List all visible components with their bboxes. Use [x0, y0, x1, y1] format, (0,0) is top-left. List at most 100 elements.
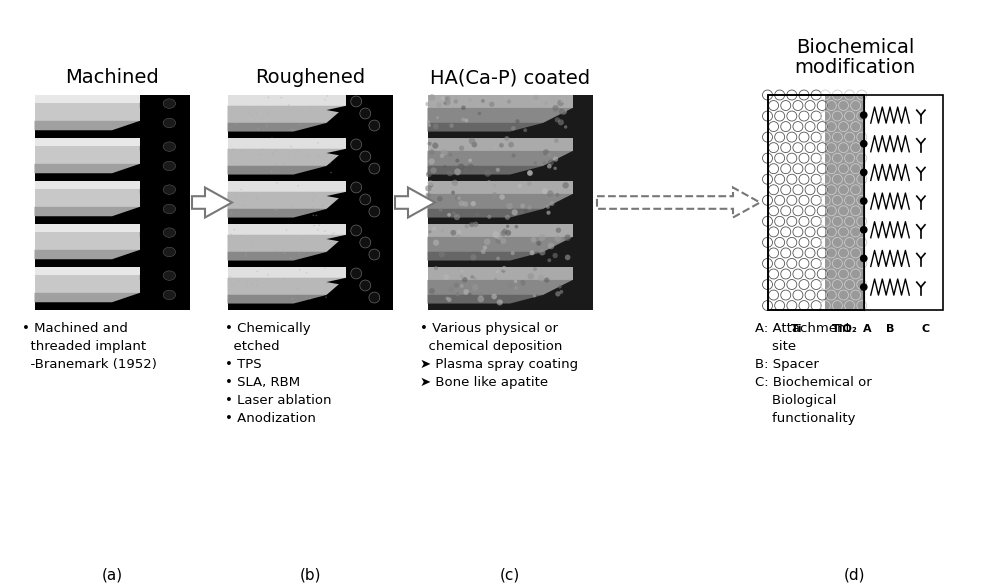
Polygon shape: [228, 252, 326, 261]
Circle shape: [461, 106, 465, 110]
Circle shape: [455, 292, 459, 296]
Circle shape: [242, 150, 243, 151]
Circle shape: [245, 195, 246, 197]
Circle shape: [520, 204, 525, 208]
Circle shape: [544, 278, 549, 283]
Circle shape: [527, 170, 532, 176]
Circle shape: [271, 153, 273, 154]
Bar: [766, 95, 863, 310]
Circle shape: [317, 142, 318, 144]
Circle shape: [492, 231, 499, 238]
Circle shape: [461, 277, 467, 282]
Circle shape: [496, 299, 502, 305]
Circle shape: [495, 270, 499, 274]
Circle shape: [333, 232, 334, 234]
Circle shape: [296, 288, 298, 289]
Circle shape: [564, 125, 567, 129]
Circle shape: [290, 146, 291, 147]
Circle shape: [351, 225, 361, 236]
Circle shape: [464, 119, 468, 123]
Circle shape: [478, 292, 483, 298]
Circle shape: [283, 252, 285, 254]
Polygon shape: [427, 295, 543, 303]
Polygon shape: [140, 146, 177, 173]
Circle shape: [248, 112, 250, 114]
Circle shape: [491, 294, 496, 299]
Bar: [35, 95, 189, 310]
Circle shape: [280, 97, 281, 99]
Circle shape: [456, 235, 459, 238]
Polygon shape: [35, 232, 140, 250]
Circle shape: [369, 292, 380, 303]
Circle shape: [514, 225, 518, 228]
Circle shape: [330, 172, 331, 173]
Text: Biochemical: Biochemical: [795, 38, 913, 57]
Circle shape: [503, 95, 507, 100]
Text: HA(Ca-P) coated: HA(Ca-P) coated: [429, 68, 589, 87]
Circle shape: [542, 188, 548, 194]
Ellipse shape: [163, 271, 175, 281]
Text: • Various physical or
  chemical deposition
➤ Plasma spray coating
➤ Bone like a: • Various physical or chemical depositio…: [419, 322, 578, 389]
Circle shape: [445, 296, 448, 300]
Circle shape: [463, 289, 468, 295]
Circle shape: [507, 100, 511, 104]
Circle shape: [245, 252, 247, 254]
Circle shape: [448, 153, 452, 157]
Circle shape: [859, 168, 867, 176]
Circle shape: [436, 102, 441, 107]
Circle shape: [536, 241, 541, 246]
Circle shape: [432, 239, 438, 246]
Circle shape: [467, 164, 473, 170]
Circle shape: [515, 119, 519, 123]
Circle shape: [487, 215, 491, 219]
Circle shape: [527, 181, 532, 186]
Circle shape: [555, 193, 559, 197]
Ellipse shape: [163, 185, 175, 194]
Circle shape: [271, 137, 272, 139]
Circle shape: [369, 206, 380, 217]
Circle shape: [493, 278, 497, 281]
Circle shape: [506, 203, 512, 210]
Polygon shape: [427, 108, 573, 123]
Circle shape: [425, 193, 430, 198]
Circle shape: [564, 234, 571, 241]
Circle shape: [309, 106, 310, 107]
Circle shape: [234, 193, 236, 195]
Polygon shape: [326, 149, 376, 170]
Circle shape: [470, 201, 475, 206]
Circle shape: [306, 155, 307, 157]
Circle shape: [439, 154, 443, 158]
Circle shape: [444, 97, 448, 100]
Circle shape: [458, 146, 464, 151]
Circle shape: [533, 267, 537, 271]
Circle shape: [457, 164, 464, 170]
Circle shape: [317, 154, 319, 156]
Circle shape: [284, 203, 286, 204]
Circle shape: [331, 114, 333, 116]
Circle shape: [294, 156, 296, 158]
Circle shape: [289, 258, 291, 259]
Circle shape: [493, 212, 496, 215]
Circle shape: [547, 159, 554, 166]
Text: (c): (c): [499, 567, 520, 582]
Circle shape: [459, 284, 463, 288]
Polygon shape: [427, 151, 573, 166]
Circle shape: [527, 205, 531, 210]
Circle shape: [517, 184, 522, 188]
Circle shape: [558, 285, 562, 288]
Circle shape: [499, 194, 504, 200]
Circle shape: [428, 94, 434, 100]
Circle shape: [475, 212, 479, 217]
Ellipse shape: [163, 204, 175, 214]
Circle shape: [246, 164, 248, 166]
Circle shape: [291, 129, 292, 130]
Circle shape: [312, 207, 313, 208]
Text: TiO₂: TiO₂: [831, 324, 857, 334]
Circle shape: [275, 208, 277, 210]
Circle shape: [470, 275, 474, 279]
Circle shape: [312, 214, 314, 216]
Circle shape: [430, 167, 436, 174]
Circle shape: [360, 194, 371, 205]
Circle shape: [533, 161, 537, 165]
Circle shape: [532, 294, 536, 298]
